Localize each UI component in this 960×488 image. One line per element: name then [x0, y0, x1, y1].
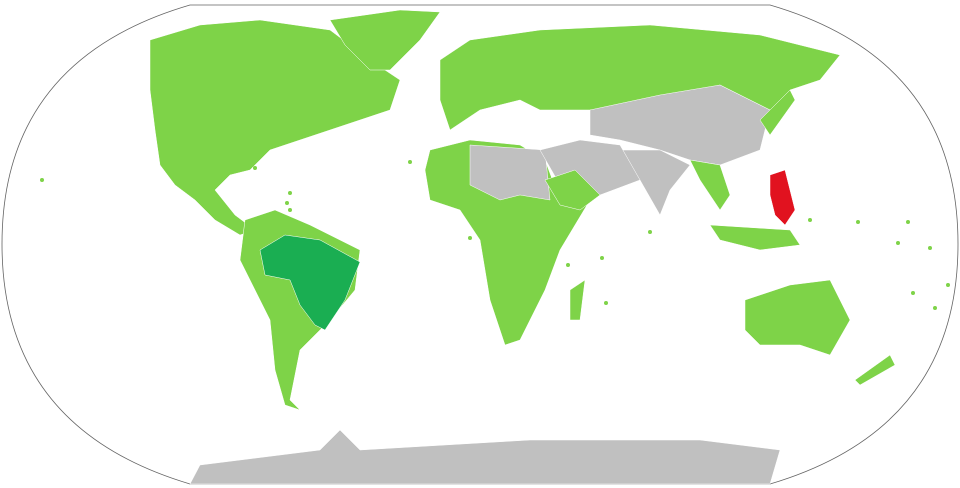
- island-marker: [604, 301, 608, 305]
- island-marker: [40, 178, 44, 182]
- island-marker: [253, 166, 257, 170]
- region-indonesia: [709, 224, 801, 251]
- region-greenland: [329, 9, 441, 71]
- island-marker: [906, 220, 910, 224]
- island-marker: [408, 160, 412, 164]
- island-marker: [288, 191, 292, 195]
- region-brazil: [259, 234, 361, 331]
- island-marker: [648, 230, 652, 234]
- island-marker: [808, 218, 812, 222]
- region-philippines: [769, 169, 796, 226]
- island-marker: [896, 241, 900, 245]
- region-antarctica: [189, 429, 781, 485]
- region-australia: [744, 279, 851, 356]
- island-marker: [911, 291, 915, 295]
- island-marker: [933, 306, 937, 310]
- island-marker: [946, 283, 950, 287]
- island-marker: [566, 263, 570, 267]
- island-marker: [600, 256, 604, 260]
- region-madagascar: [569, 279, 586, 321]
- region-arabian-peninsula: [544, 169, 601, 211]
- region-southeast-asia: [689, 159, 731, 211]
- island-marker: [288, 208, 292, 212]
- island-marker: [285, 201, 289, 205]
- island-marker: [928, 246, 932, 250]
- region-japan: [759, 89, 796, 136]
- island-marker: [856, 220, 860, 224]
- region-new-zealand: [854, 354, 896, 386]
- island-marker: [468, 236, 472, 240]
